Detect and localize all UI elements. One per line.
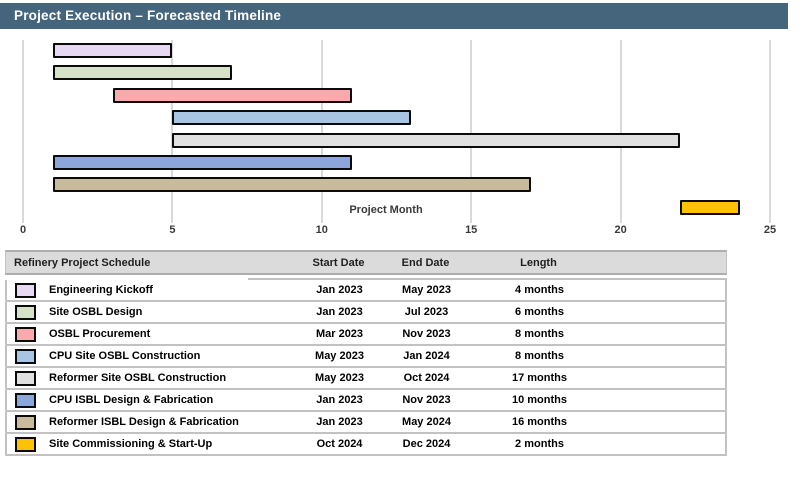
- color-swatch: [15, 415, 36, 430]
- gantt-bar: [172, 110, 412, 126]
- table-top-border-segment: [248, 278, 727, 280]
- length-cell: 16 months: [511, 416, 567, 428]
- gantt-bar: [112, 87, 352, 103]
- gantt-bar: [172, 132, 681, 148]
- gridline: [320, 40, 323, 223]
- table-header-row: Refinery Project Schedule Start Date End…: [5, 250, 727, 275]
- color-swatch: [15, 437, 36, 452]
- end-date-cell: Jul 2023: [404, 306, 449, 318]
- column-header-length: Length: [520, 257, 557, 269]
- end-date-cell: May 2024: [402, 416, 451, 428]
- gantt-bar: [52, 43, 173, 58]
- table-row: CPU Site OSBL Construction May 2023 Jan 20…: [7, 346, 725, 368]
- end-date-cell: Oct 2024: [403, 372, 450, 384]
- end-date-cell: Nov 2023: [402, 328, 451, 340]
- x-tick-label: 10: [315, 224, 328, 236]
- length-cell: 8 months: [515, 328, 564, 340]
- length-cell: 10 months: [511, 394, 567, 406]
- color-swatch: [15, 371, 36, 386]
- end-date-cell: Nov 2023: [402, 394, 451, 406]
- title-bar: Project Execution – Forecasted Timeline: [0, 3, 788, 29]
- color-swatch: [15, 305, 36, 320]
- gridline: [470, 40, 473, 223]
- task-name-cell: Reformer Site OSBL Construction: [49, 372, 227, 384]
- column-header-start-date: Start Date: [312, 257, 365, 269]
- table-body: Engineering Kickoff Jan 2023 May 2023 4 mon…: [5, 280, 727, 456]
- end-date-cell: Dec 2024: [402, 438, 451, 450]
- start-date-cell: Mar 2023: [315, 328, 364, 340]
- column-header-end-date: End Date: [401, 257, 450, 269]
- start-date-cell: Jan 2023: [316, 394, 363, 406]
- table-row: Reformer Site OSBL Construction May 2023 O…: [7, 368, 725, 390]
- gantt-bar: [52, 177, 531, 193]
- page-title: Project Execution – Forecasted Timeline: [14, 8, 282, 23]
- start-date-cell: Jan 2023: [316, 284, 363, 296]
- length-cell: 6 months: [515, 306, 564, 318]
- length-cell: 2 months: [515, 438, 564, 450]
- gantt-bar: [680, 199, 741, 215]
- task-name-cell: CPU ISBL Design & Fabrication: [49, 394, 214, 406]
- table-row: Engineering Kickoff Jan 2023 May 2023 4 mon…: [7, 280, 725, 302]
- x-tick-label: 15: [465, 224, 478, 236]
- start-date-cell: Oct 2024: [316, 438, 363, 450]
- start-date-cell: May 2023: [315, 350, 364, 362]
- start-date-cell: Jan 2023: [316, 306, 363, 318]
- x-tick-label: 5: [169, 224, 176, 236]
- x-tick-label: 20: [614, 224, 627, 236]
- length-cell: 4 months: [515, 284, 564, 296]
- column-header-task: Refinery Project Schedule: [14, 257, 151, 269]
- task-name-cell: Site OSBL Design: [49, 306, 143, 318]
- gridline: [171, 40, 174, 223]
- gantt-bar: [52, 65, 233, 81]
- task-name-cell: CPU Site OSBL Construction: [49, 350, 201, 362]
- gridline: [619, 40, 622, 223]
- color-swatch: [15, 393, 36, 408]
- table-row: OSBL Procurement Mar 2023 Nov 2023 8 months: [7, 324, 725, 346]
- color-swatch: [15, 349, 36, 364]
- task-name-cell: Site Commissioning & Start-Up: [49, 438, 213, 450]
- x-axis-label: Project Month: [349, 204, 423, 216]
- task-name-cell: OSBL Procurement: [49, 328, 151, 340]
- gridline: [22, 40, 24, 223]
- start-date-cell: Jan 2023: [316, 416, 363, 428]
- x-tick-label: 0: [19, 224, 27, 236]
- gantt-bar: [52, 155, 352, 170]
- table-row: Site OSBL Design Jan 2023 Jul 2023 6 months: [7, 302, 725, 324]
- table-row: Reformer ISBL Design & Fabrication Jan 20…: [7, 412, 725, 434]
- task-name-cell: Engineering Kickoff: [49, 284, 153, 296]
- schedule-table: Refinery Project Schedule Start Date End…: [5, 250, 727, 473]
- length-cell: 17 months: [511, 372, 567, 384]
- table-row: CPU ISBL Design & Fabrication Jan 2023 Nov…: [7, 390, 725, 412]
- table-row: Site Commissioning & Start-Up Oct 2024 Dec…: [7, 434, 725, 456]
- start-date-cell: May 2023: [315, 372, 364, 384]
- color-swatch: [15, 327, 36, 342]
- task-name-cell: Reformer ISBL Design & Fabrication: [49, 416, 239, 428]
- gridline: [769, 40, 771, 223]
- gantt-chart: 0 5 10 15 20 25 Project Month: [0, 36, 806, 248]
- color-swatch: [15, 283, 36, 298]
- end-date-cell: Jan 2024: [403, 350, 450, 362]
- x-tick-label: 25: [763, 224, 777, 236]
- length-cell: 8 months: [515, 350, 564, 362]
- end-date-cell: May 2023: [402, 284, 451, 296]
